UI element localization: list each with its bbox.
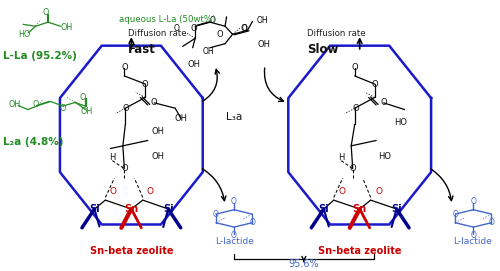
Text: O: O	[110, 187, 117, 196]
Text: L-lactide: L-lactide	[453, 237, 492, 246]
Text: OH: OH	[174, 114, 188, 124]
Text: O: O	[60, 104, 66, 113]
Text: O: O	[213, 209, 219, 219]
Text: O: O	[80, 93, 86, 102]
Text: Sn: Sn	[352, 204, 367, 214]
Text: OH: OH	[202, 47, 214, 56]
Text: O: O	[470, 231, 476, 240]
Text: Si: Si	[318, 204, 329, 214]
Text: O: O	[210, 16, 216, 25]
Text: OH: OH	[188, 60, 200, 69]
Text: Si: Si	[163, 204, 173, 214]
Text: O: O	[375, 187, 382, 196]
Text: O: O	[352, 63, 358, 72]
Text: O: O	[42, 8, 49, 17]
Text: O: O	[191, 24, 198, 33]
Text: OH: OH	[152, 127, 165, 136]
Text: O: O	[122, 104, 128, 113]
Text: O: O	[174, 24, 180, 33]
Text: O: O	[452, 209, 458, 219]
Text: O: O	[142, 79, 148, 89]
Text: L₃a: L₃a	[226, 112, 242, 122]
Text: O: O	[470, 197, 476, 206]
Text: HO: HO	[378, 152, 390, 161]
Text: OH: OH	[8, 101, 20, 109]
Text: O: O	[338, 187, 345, 196]
Text: O: O	[372, 79, 378, 89]
Text: O: O	[231, 197, 237, 206]
Text: Si: Si	[392, 204, 402, 214]
Text: Sn-beta zeolite: Sn-beta zeolite	[90, 246, 173, 256]
Text: OH: OH	[256, 16, 268, 25]
Text: O: O	[352, 104, 359, 113]
Text: O: O	[488, 218, 494, 227]
Text: Sn: Sn	[124, 204, 138, 214]
Text: O: O	[242, 24, 248, 33]
Text: O: O	[151, 98, 158, 107]
Text: OH: OH	[152, 152, 164, 161]
Text: Slow: Slow	[308, 43, 338, 56]
Text: Diffusion rate: Diffusion rate	[308, 29, 366, 38]
Text: L-La (95.2%): L-La (95.2%)	[3, 51, 77, 61]
Text: O: O	[249, 218, 255, 227]
Text: O: O	[240, 24, 247, 33]
Text: O: O	[146, 187, 154, 196]
Text: O: O	[217, 30, 224, 39]
Text: aqueous L-La (50wt%): aqueous L-La (50wt%)	[120, 15, 216, 24]
Text: L-lactide: L-lactide	[216, 237, 254, 246]
Text: Si: Si	[89, 204, 100, 214]
Text: H: H	[338, 153, 344, 162]
Text: HO: HO	[18, 30, 30, 39]
Text: O: O	[121, 164, 128, 173]
Text: L₂a (4.8%): L₂a (4.8%)	[3, 137, 64, 147]
Text: Sn-beta zeolite: Sn-beta zeolite	[318, 246, 402, 256]
Text: O: O	[32, 100, 39, 109]
Text: Fast: Fast	[128, 43, 156, 56]
Text: H: H	[109, 153, 116, 162]
Text: OH: OH	[258, 40, 270, 49]
Text: HO: HO	[394, 118, 407, 127]
Text: OH: OH	[60, 22, 73, 31]
Text: Diffusion rate: Diffusion rate	[128, 29, 186, 38]
Text: OH: OH	[80, 107, 92, 116]
Text: O: O	[121, 63, 128, 72]
Text: O: O	[350, 164, 356, 173]
Text: 95.6%: 95.6%	[288, 259, 319, 269]
Text: O: O	[380, 98, 387, 107]
Text: O: O	[231, 231, 237, 240]
